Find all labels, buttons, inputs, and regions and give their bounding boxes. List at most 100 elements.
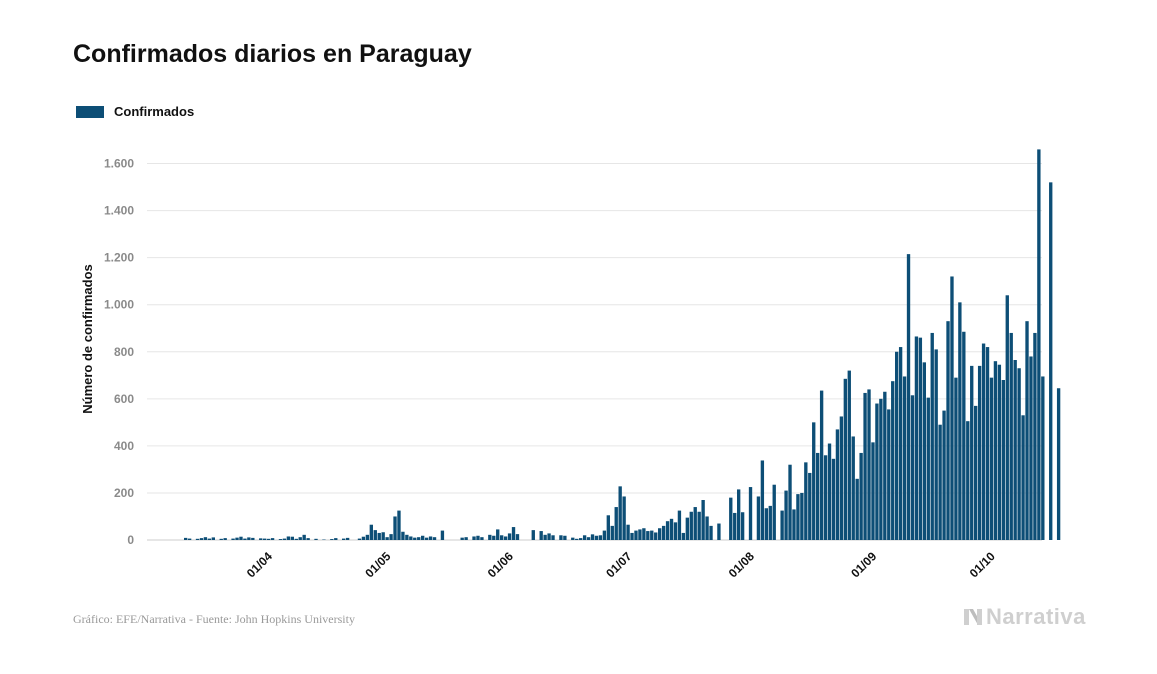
bar [823,455,828,540]
bar [231,538,235,540]
bar [930,332,934,540]
bar [460,537,464,540]
bar [879,398,883,540]
bar [282,538,287,540]
bar [1009,332,1013,540]
bar [993,361,998,540]
bar [488,534,492,540]
bar [547,533,551,540]
bar [638,529,642,540]
bar [369,524,373,540]
bar [582,535,587,540]
bar [816,452,820,540]
bar [290,536,294,540]
bar [417,537,421,540]
bar [650,530,654,540]
bar [586,537,591,540]
bar [223,538,227,540]
bar [476,535,480,540]
bar [977,365,982,540]
bar [895,351,899,540]
y-tick-labels: 0 200 400 600 800 1.000 1.200 1.400 1.600 [104,157,134,547]
bar [235,537,239,540]
bar [1056,388,1061,540]
bar [733,512,737,540]
bar [247,537,251,540]
bar [195,538,200,540]
y-tick-label: 0 [127,533,134,547]
legend-swatch [76,105,104,118]
bar [496,529,500,540]
bar [286,536,291,540]
bar [843,378,847,540]
bar [539,531,543,540]
x-tick-label: 01/06 [485,549,516,580]
bar [938,424,942,540]
bar [432,537,437,540]
bar [705,516,709,540]
bar [677,510,682,540]
chart-title: Confirmados diarios en Paraguay [73,40,472,68]
bar [1017,368,1021,540]
bar [855,478,859,540]
bar [480,537,484,540]
bar [1001,380,1005,540]
bar [361,536,366,540]
bar [618,486,622,540]
bar [342,538,346,540]
bar [772,484,776,540]
bar [760,460,765,540]
bar [1037,149,1041,540]
bar [385,537,389,540]
bar [373,530,377,540]
bar [511,527,516,540]
bar [985,347,990,540]
bar [559,535,563,540]
bar [970,365,974,540]
bar [646,531,650,540]
bar [377,532,381,540]
legend: Confirmados [76,104,194,119]
bar [239,536,243,540]
bar [515,534,520,540]
bar [187,538,192,540]
bar [906,254,911,540]
bar [748,487,753,540]
bar [630,532,634,540]
bar [875,403,879,540]
bar [859,452,863,540]
bar [989,377,994,540]
bar [800,492,804,540]
y-tick-label: 200 [114,486,134,500]
bar [914,336,919,540]
bar [507,533,512,540]
bar [421,535,425,540]
bar [966,421,970,540]
bar [251,537,255,540]
bar [503,536,508,540]
bar [1025,321,1029,540]
bar [685,517,689,540]
bar [440,530,445,540]
bar [302,534,306,540]
bar [1029,356,1033,540]
bar [689,511,693,540]
bar [622,496,626,540]
bar [808,472,812,540]
bar [835,429,840,540]
bar [910,395,915,540]
bar [950,276,954,540]
x-tick-label: 01/07 [603,549,634,580]
bar [954,377,958,540]
bar [294,538,298,540]
bar [697,511,701,540]
bar [1013,360,1017,540]
bars [184,149,1061,540]
bar [270,538,275,540]
narrativa-logo: Narrativa [962,604,1086,630]
bar [962,331,966,540]
bar [729,497,733,540]
y-tick-label: 600 [114,392,134,406]
bar [642,528,646,540]
bar [472,536,476,540]
